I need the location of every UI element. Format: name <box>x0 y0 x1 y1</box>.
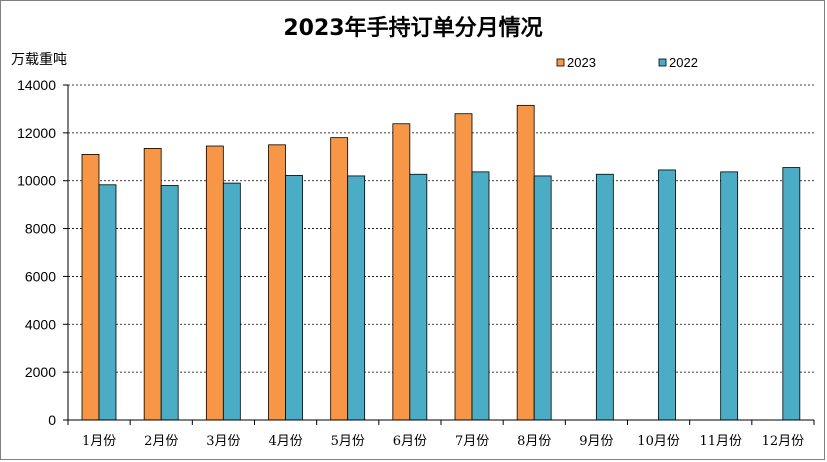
y-tick-label: 8000 <box>25 221 56 237</box>
x-tick-label: 7月份 <box>455 434 489 449</box>
y-tick-label: 0 <box>48 412 56 428</box>
legend-swatch-2022 <box>658 58 667 67</box>
x-tick-label: 3月份 <box>206 434 240 449</box>
gridlines <box>68 84 814 373</box>
bar-2022-9 <box>595 173 614 421</box>
bar-2022-6 <box>409 173 428 421</box>
bar-2022-8 <box>533 175 552 421</box>
x-tick-label: 11月份 <box>699 434 742 449</box>
bar-2022-1 <box>98 184 117 421</box>
bar-2023-7 <box>454 113 473 421</box>
bar-2022-2 <box>160 185 179 421</box>
x-tick-label: 9月份 <box>579 434 613 449</box>
bar-2022-3 <box>222 182 241 421</box>
bar-2022-12 <box>782 167 801 421</box>
bars <box>81 104 801 421</box>
bar-2022-7 <box>471 171 490 421</box>
x-tick-label: 2月份 <box>144 434 178 449</box>
x-tick-label: 6月份 <box>393 434 427 449</box>
legend: 2023 2022 <box>556 55 698 70</box>
x-axis-ticks: 1月份 2月份 3月份 4月份 5月份 6月份 7月份 8月份 9月份 10月份 11月份 12月份 <box>67 420 815 449</box>
x-tick-label: 12月份 <box>762 434 805 449</box>
bar-2023-1 <box>81 153 100 421</box>
bar-2023-8 <box>516 104 535 421</box>
y-tick-label: 2000 <box>25 364 56 380</box>
x-tick-label: 1月份 <box>82 434 116 449</box>
legend-label-2023: 2023 <box>567 55 596 70</box>
bar-2023-4 <box>268 144 286 421</box>
legend-label-2022: 2022 <box>669 55 698 70</box>
bar-2022-4 <box>285 175 303 421</box>
bar-2023-3 <box>205 145 224 421</box>
y-tick-label: 12000 <box>17 125 56 141</box>
y-tick-label: 14000 <box>17 77 56 93</box>
y-axis-ticks: 0 2000 4000 6000 8000 10000 12000 14000 <box>17 77 68 428</box>
x-tick-label: 4月份 <box>268 434 302 449</box>
x-tick-label: 5月份 <box>331 434 365 449</box>
x-tick-label: 8月份 <box>517 434 551 449</box>
bar-2023-5 <box>330 137 349 421</box>
x-tick-label: 10月份 <box>637 434 680 449</box>
bar-2022-11 <box>720 171 739 421</box>
y-tick-label: 6000 <box>25 268 56 284</box>
y-axis-unit-label: 万载重吨 <box>11 52 67 68</box>
bar-2023-6 <box>392 123 411 421</box>
legend-swatch-2023 <box>556 58 565 67</box>
axes <box>67 85 814 421</box>
y-tick-label: 4000 <box>25 316 56 332</box>
chart-title: 2023年手持订单分月情况 <box>283 15 542 41</box>
bar-2022-10 <box>658 169 676 421</box>
bar-2023-2 <box>143 148 162 421</box>
y-tick-label: 10000 <box>17 173 56 189</box>
bar-2022-5 <box>347 175 366 421</box>
